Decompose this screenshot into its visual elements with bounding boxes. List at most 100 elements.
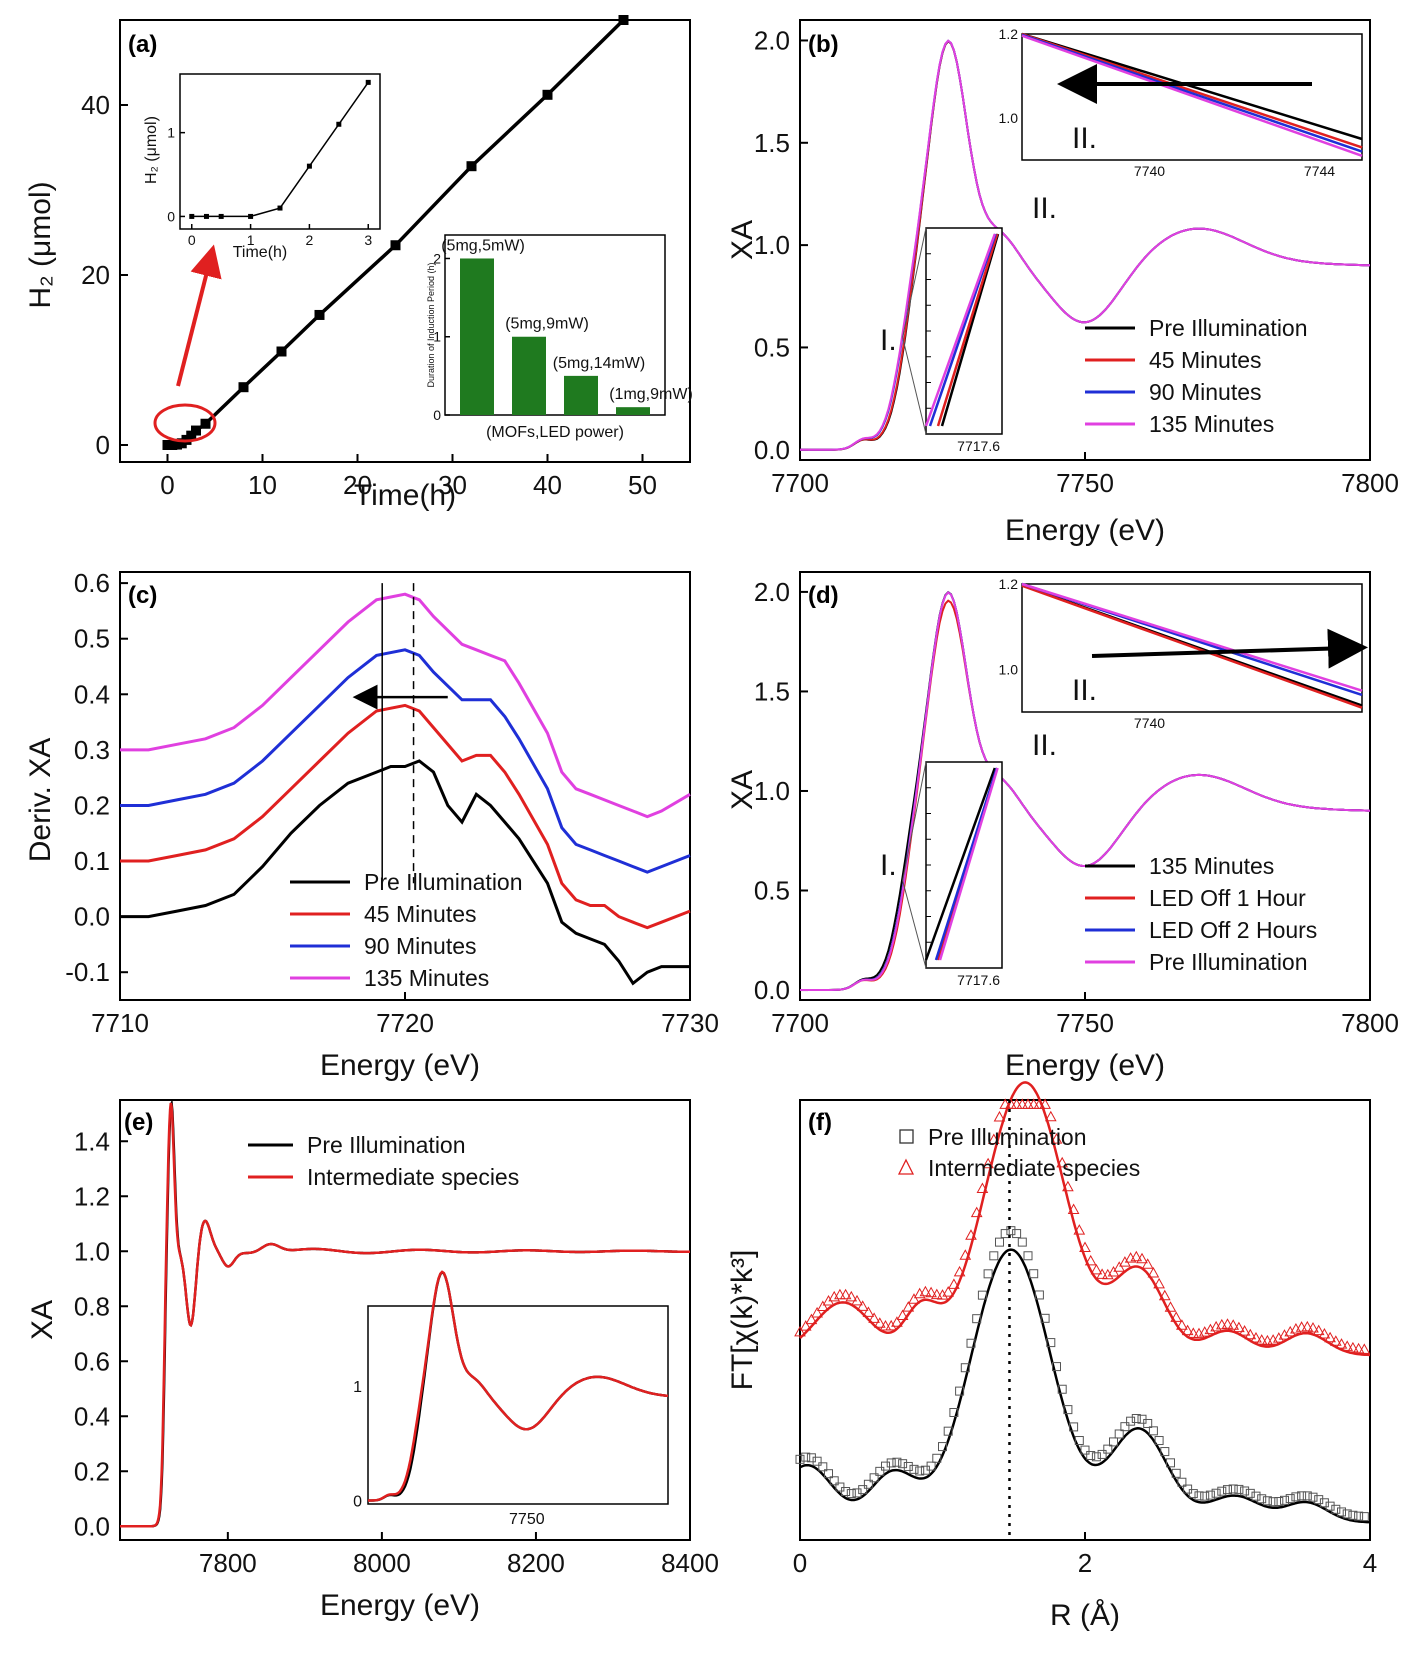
panel-e-ytick-label: 0.8 — [74, 1291, 110, 1321]
panel-f-marker-triangle — [1329, 1335, 1342, 1346]
panel-f-marker-triangle — [1278, 1329, 1291, 1340]
panel-f-marker-triangle — [1307, 1322, 1319, 1333]
panel-c-ytick-label: 0.0 — [74, 902, 110, 932]
panel-d-inset1-xtick-label: 7717.6 — [957, 972, 1000, 988]
panel-f-marker-square — [1223, 1485, 1232, 1495]
panel-a-ytick-label: 40 — [81, 90, 110, 120]
panel-b-inset1-connector — [902, 227, 927, 338]
panel-f-marker-square — [1359, 1512, 1369, 1522]
panel-f-marker-square — [989, 1251, 999, 1261]
panel-f-marker-square — [1308, 1492, 1318, 1502]
panel-d-inset2-ytick-label: 1.0 — [999, 661, 1019, 677]
panel-f-marker-square — [1091, 1452, 1101, 1462]
panel-f-marker-triangle — [1073, 1224, 1086, 1235]
panel-f-marker-triangle — [936, 1289, 949, 1300]
panel-f-marker-triangle — [1341, 1340, 1354, 1351]
panel-f-marker-triangle — [1358, 1343, 1371, 1354]
panel-a-inset1-point — [189, 213, 195, 219]
panel-f-marker-square — [1348, 1510, 1358, 1520]
panel-f-marker-triangle — [1176, 1319, 1188, 1330]
panel-f-marker-square — [1205, 1490, 1215, 1500]
panel-b-inset2-line — [1021, 32, 1363, 149]
panel-e-legend-entry: Pre Illumination — [307, 1132, 466, 1158]
panel-f-marker-square — [1314, 1495, 1324, 1505]
panel-d-inset2-region-label: II. — [1072, 674, 1097, 707]
panel-f-marker-square — [812, 1456, 822, 1466]
panel-f-marker-triangle — [1255, 1334, 1268, 1345]
panel-c-ytick-label: -0.1 — [65, 957, 110, 987]
panel-d-xtick-label: 7700 — [771, 1008, 829, 1038]
panel-f-marker-triangle — [1312, 1324, 1325, 1336]
panel-f-marker-triangle — [1164, 1301, 1177, 1312]
panel-f-marker-triangle — [993, 1110, 1006, 1122]
panel-b-inset2-line — [1021, 34, 1363, 157]
panel-f-marker-square — [1080, 1445, 1090, 1455]
panel-b-inset2-region-label: II. — [1072, 122, 1097, 155]
panel-a-inset1-point — [203, 213, 209, 219]
panel-a-point — [542, 89, 553, 100]
panel-f-marker-triangle — [1187, 1327, 1200, 1338]
panel-e-inset-line — [368, 1270, 669, 1502]
panel-e-ytick-label: 1.2 — [74, 1181, 110, 1211]
panel-f-marker-square — [1183, 1484, 1193, 1494]
panel-f-xtick-label: 0 — [793, 1548, 807, 1578]
panel-f-marker-square — [852, 1488, 862, 1498]
panel-b-ylabel: XA — [726, 220, 759, 260]
panel-d-inset1-line — [934, 767, 998, 961]
panel-d-legend-entry: 135 Minutes — [1149, 853, 1274, 879]
panel-f-marker-square — [1194, 1491, 1204, 1501]
panel-f-marker-triangle — [1039, 1098, 1051, 1109]
panel-f-marker-triangle — [999, 1098, 1012, 1109]
panel-a-inset2-frame — [444, 234, 666, 416]
panel-d-xtick-label: 7750 — [1056, 1008, 1114, 1038]
panel-f-marker-square — [869, 1473, 879, 1483]
panel-f-marker-square — [795, 1454, 805, 1464]
panel-f-marker-square — [938, 1442, 947, 1452]
panel-f-label: (f) — [808, 1109, 832, 1136]
panel-f-marker-square — [1257, 1494, 1267, 1504]
panel-f-marker-square — [875, 1466, 885, 1476]
panel-d-inset1-connector — [902, 880, 927, 969]
panel-f-marker-triangle — [1062, 1180, 1074, 1192]
panel-b-inset1-line — [936, 233, 999, 427]
panel-f-marker-square — [932, 1453, 942, 1463]
panel-f-marker-square — [943, 1426, 953, 1436]
panel-f-marker-square — [846, 1489, 856, 1499]
panel-a-ytick-label: 20 — [81, 260, 110, 290]
panel-d-inset-region-II: 1.0 1.2 7740 II. — [999, 576, 1368, 731]
panel-f-marker-square — [1262, 1496, 1272, 1506]
panel-f-marker-triangle — [839, 1288, 852, 1300]
panel-f-marker-triangle — [908, 1293, 920, 1304]
panel-f-marker-triangle — [845, 1290, 858, 1302]
panel-b-legend-entry: 45 Minutes — [1149, 347, 1262, 373]
panel-a-highlight-ellipse — [153, 403, 217, 443]
panel-f-marker-square — [829, 1476, 839, 1486]
panel-f-marker-triangle — [970, 1206, 983, 1218]
panel-f-marker-triangle — [1027, 1098, 1040, 1109]
panel-f-marker-triangle — [919, 1285, 932, 1297]
panel-f-marker-triangle — [1005, 1098, 1017, 1109]
panel-f-marker-triangle — [1272, 1332, 1285, 1343]
panel-a-inset1-xtick-label: 2 — [306, 232, 314, 248]
panel-a-inset1-xtick-label: 3 — [364, 232, 372, 248]
panel-e-xlabel: Energy (eV) — [320, 1589, 480, 1622]
panel-e-ytick-label: 0.0 — [74, 1511, 110, 1541]
panel-f-marker-square — [1280, 1495, 1289, 1505]
panel-f-marker-square — [915, 1466, 925, 1476]
panel-f-marker-triangle — [1324, 1331, 1336, 1343]
panel-f-marker-triangle — [1250, 1331, 1262, 1343]
panel-e-ytick-label: 0.6 — [74, 1346, 110, 1376]
panel-b-inset1-line — [928, 233, 997, 427]
panel-a-inset1-point — [306, 163, 312, 169]
panel-f-marker-square — [1114, 1429, 1124, 1439]
panel-f-marker-triangle — [794, 1325, 806, 1337]
panel-a-point — [390, 240, 401, 251]
panel-d-legend-entry: Pre Illumination — [1149, 949, 1308, 975]
panel-a-inset1-ytick-label: 1 — [167, 125, 175, 141]
panel-f-marker-square — [1297, 1491, 1307, 1501]
panel-f-marker-square — [983, 1269, 993, 1279]
panel-f-marker-square — [1245, 1488, 1255, 1498]
panel-f-fit-line — [799, 1248, 1371, 1524]
panel-b-legend: Pre Illumination 45 Minutes 90 Minutes 135 … — [1085, 315, 1308, 437]
panel-d-annotation-I: I. — [880, 849, 897, 882]
